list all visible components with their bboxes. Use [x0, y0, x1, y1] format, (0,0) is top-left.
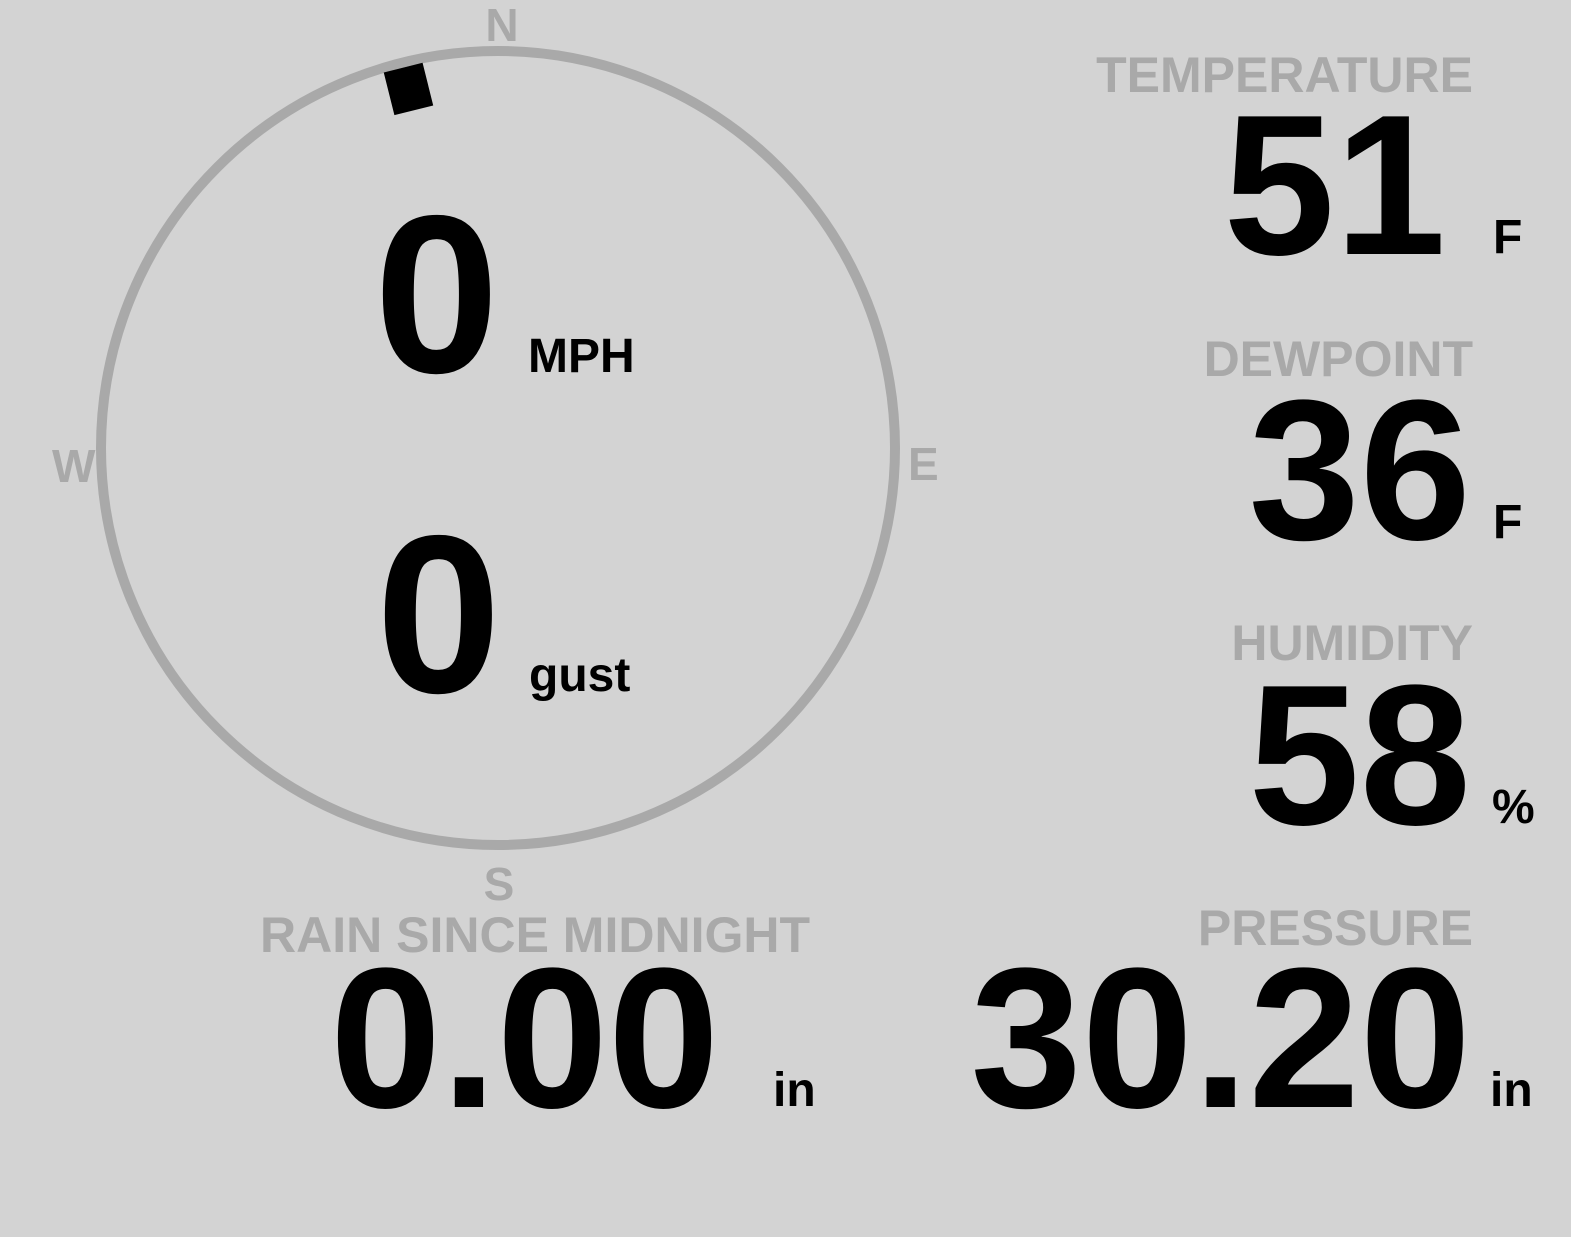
humidity-label: HUMIDITY: [1231, 615, 1473, 671]
rain-value: 0.00: [330, 927, 720, 1150]
dewpoint-value: 36: [1248, 359, 1471, 582]
temperature-label: TEMPERATURE: [1096, 47, 1473, 103]
compass-south: S: [483, 858, 515, 910]
rain-unit: in: [773, 1064, 816, 1117]
wind-gust-value: 0: [376, 488, 502, 740]
compass-west: W: [52, 440, 96, 492]
compass-ring: [96, 46, 900, 850]
compass-east: E: [908, 438, 939, 490]
temperature-unit: F: [1493, 211, 1523, 264]
dewpoint-label: DEWPOINT: [1203, 331, 1473, 387]
rain-label: RAIN SINCE MIDNIGHT: [260, 907, 810, 963]
wind-direction-marker: [383, 62, 434, 116]
wind-gust-unit: gust: [529, 649, 631, 702]
compass-north: N: [485, 0, 519, 51]
wind-speed-value: 0: [374, 168, 500, 420]
humidity-unit: %: [1492, 781, 1535, 834]
pressure-value: 30.20: [970, 927, 1472, 1150]
humidity-value: 58: [1248, 644, 1471, 867]
wind-speed-unit: MPH: [528, 330, 635, 383]
temperature-value: 51: [1223, 74, 1446, 297]
pressure-unit: in: [1490, 1064, 1533, 1117]
pressure-label: PRESSURE: [1197, 900, 1473, 956]
dewpoint-unit: F: [1493, 496, 1523, 549]
